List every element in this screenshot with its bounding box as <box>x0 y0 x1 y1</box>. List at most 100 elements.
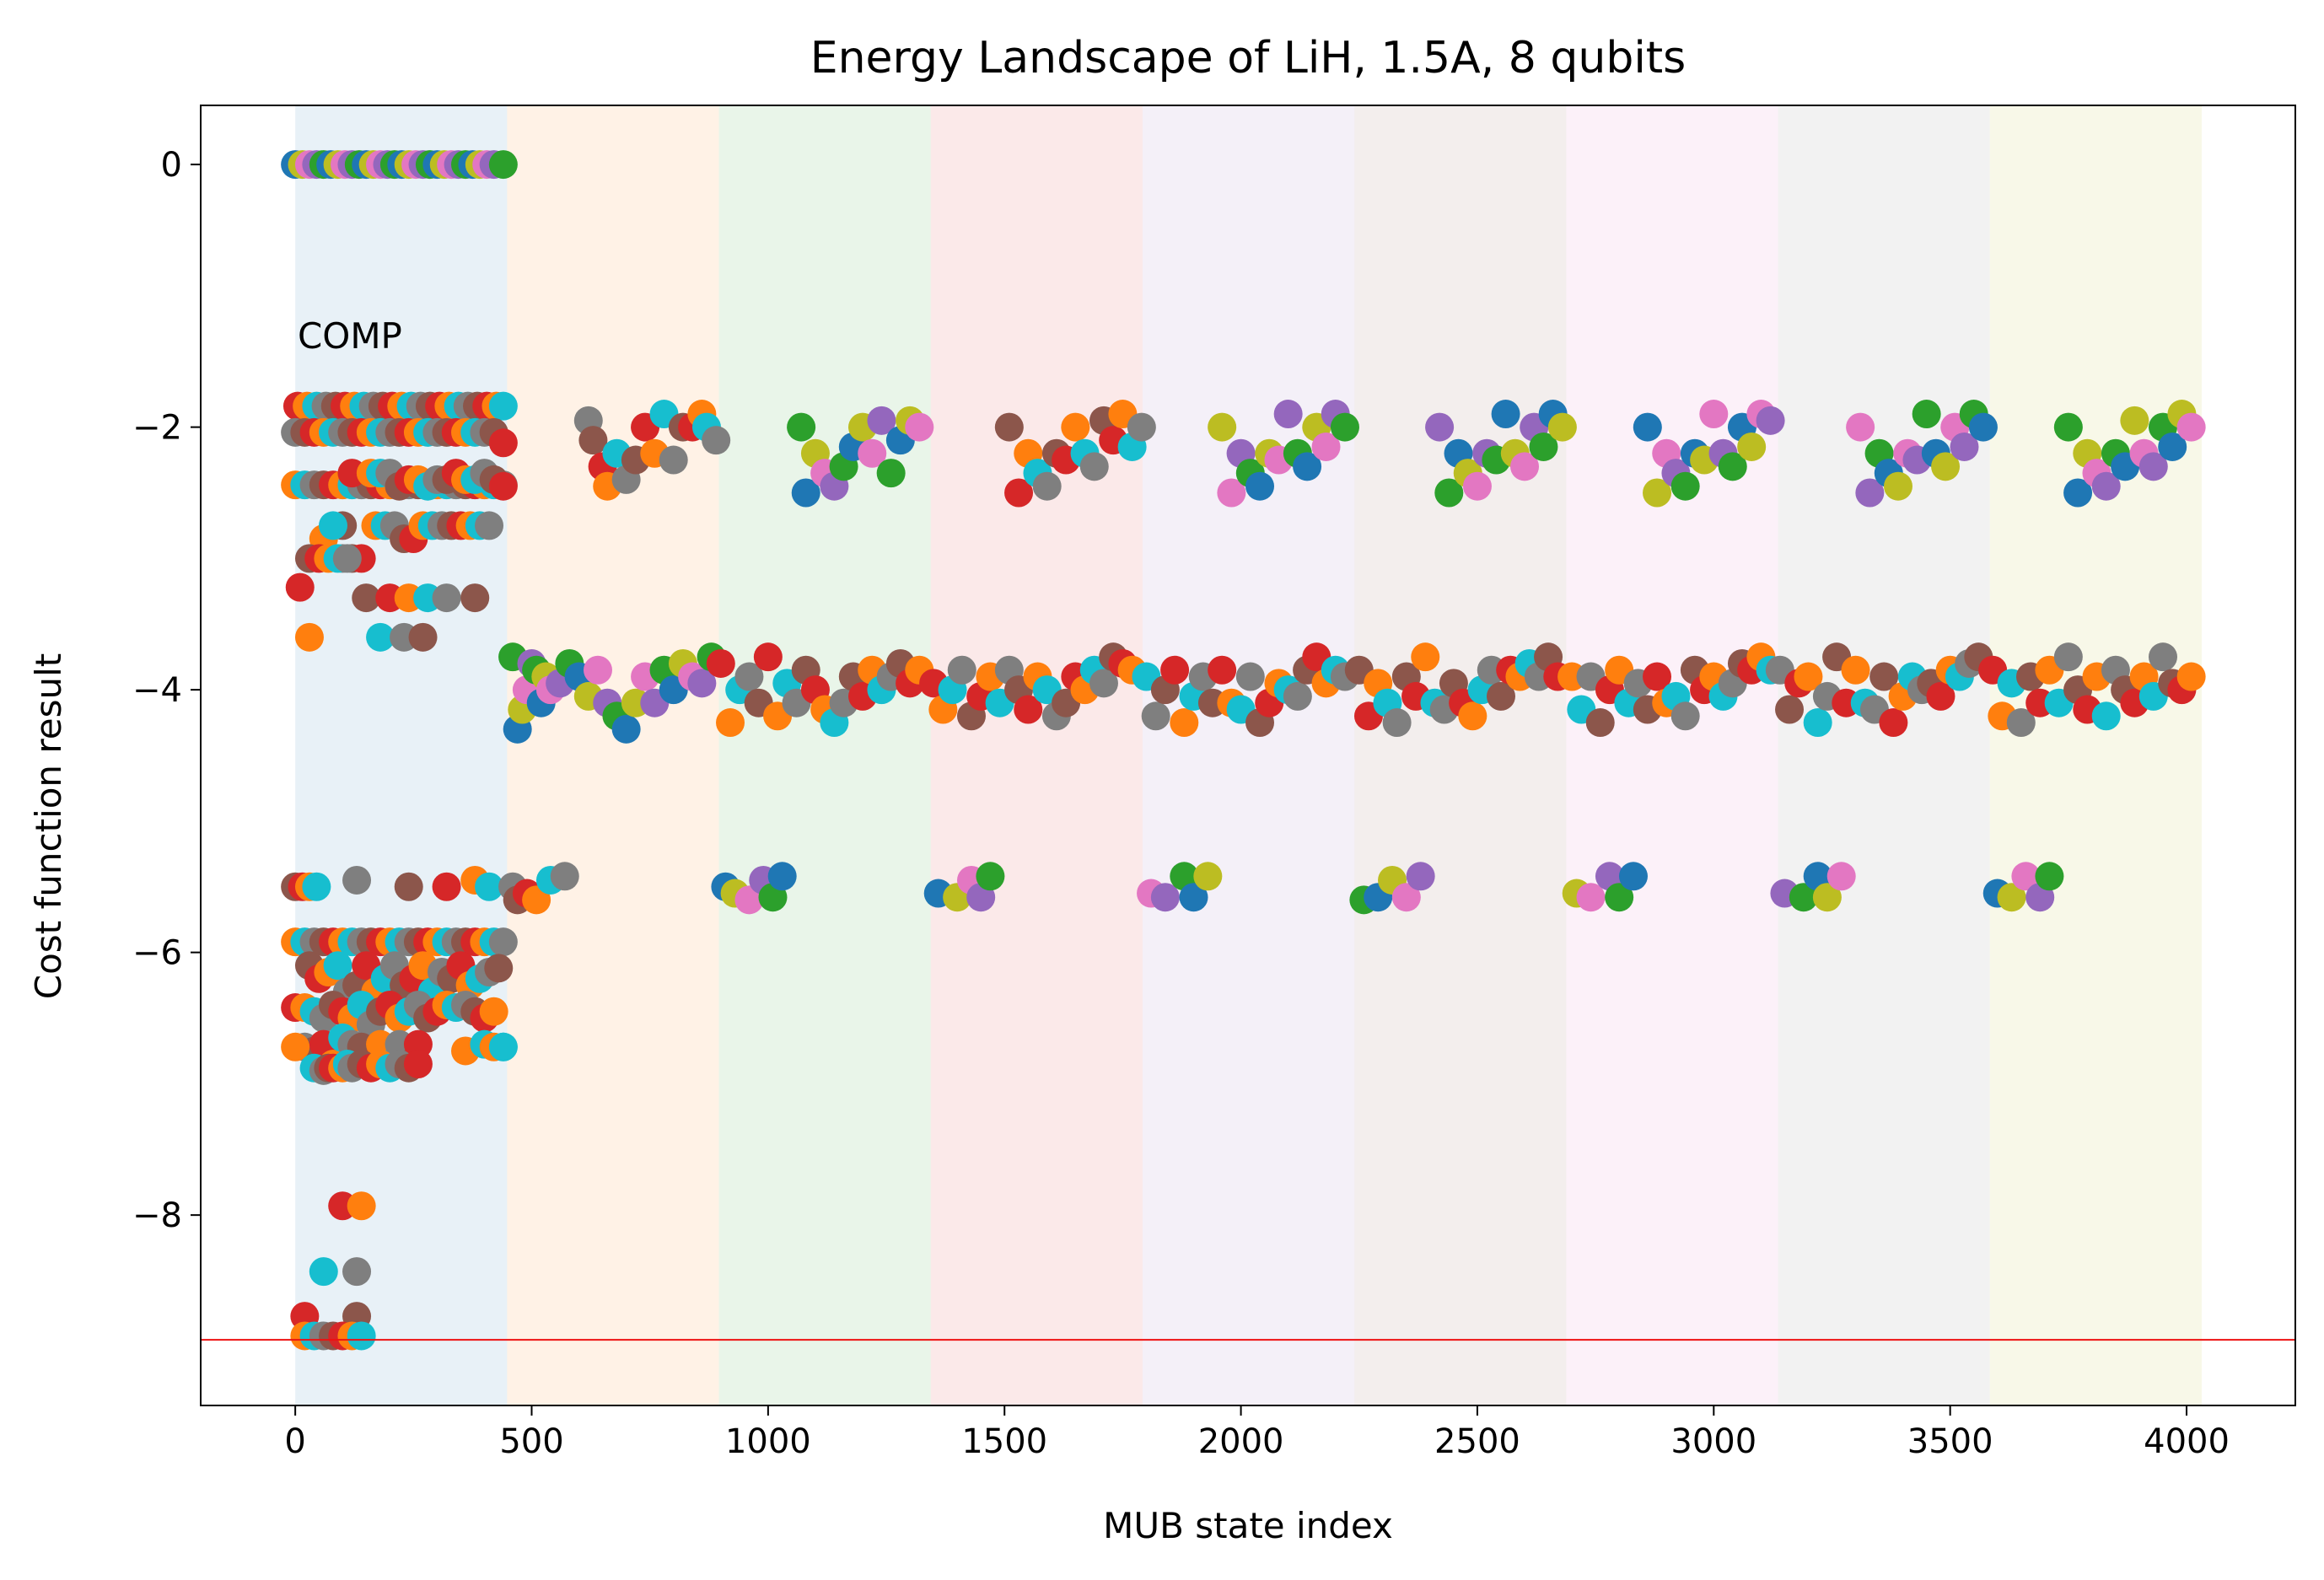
basis-band <box>1778 105 1990 1405</box>
data-point <box>1618 862 1648 891</box>
basis-band <box>930 105 1143 1405</box>
data-point <box>1458 701 1487 731</box>
y-tick-label: −6 <box>132 934 182 973</box>
scatter-series <box>787 406 934 508</box>
basis-band <box>1354 105 1567 1405</box>
x-tick-label: 2500 <box>1434 1422 1520 1461</box>
data-point <box>342 1257 372 1287</box>
x-tick-label: 500 <box>499 1422 563 1461</box>
data-point <box>2148 642 2177 672</box>
scatter-series <box>919 642 1147 731</box>
data-point <box>976 862 1005 891</box>
scatter-series <box>281 927 518 957</box>
data-point <box>1670 471 1700 501</box>
scatter-series <box>1770 862 1856 912</box>
data-point <box>2120 406 2149 435</box>
data-point <box>1529 432 1558 461</box>
data-point <box>858 438 887 468</box>
data-point <box>1382 708 1412 738</box>
scatter-series <box>1137 862 1223 912</box>
data-point <box>947 655 976 685</box>
scatter-series <box>1633 400 1785 508</box>
data-point <box>1643 478 1672 508</box>
data-point <box>488 150 518 180</box>
data-point <box>1912 400 1941 429</box>
data-point <box>488 428 518 458</box>
data-point <box>1670 701 1700 731</box>
data-point <box>1547 412 1577 442</box>
x-tick-label: 1000 <box>725 1422 811 1461</box>
basis-band <box>1142 105 1355 1405</box>
data-point <box>488 1032 518 1061</box>
data-point <box>876 459 906 488</box>
data-point <box>753 642 783 672</box>
data-point <box>1425 412 1455 442</box>
data-point <box>432 872 461 901</box>
data-point <box>1794 662 1823 691</box>
chart-title: Energy Landscape of LiH, 1.5A, 8 qubits <box>810 33 1687 83</box>
data-point <box>716 708 745 738</box>
data-points <box>281 150 2206 1351</box>
data-point <box>994 412 1024 442</box>
scatter-series <box>1978 642 2206 738</box>
data-point <box>702 426 731 455</box>
data-point <box>394 872 423 901</box>
data-point <box>767 862 797 891</box>
data-point <box>285 572 315 602</box>
data-point <box>1208 655 1237 685</box>
scatter-series <box>1557 642 1785 738</box>
data-point <box>1826 862 1856 891</box>
scatter-series <box>923 862 1005 912</box>
data-point <box>1775 695 1805 724</box>
data-point <box>1179 883 1208 912</box>
scatter-series <box>1208 400 1359 508</box>
basis-band <box>1566 105 1778 1405</box>
data-point <box>309 1257 338 1287</box>
data-point <box>687 669 717 698</box>
data-point <box>2176 412 2206 442</box>
data-point <box>479 997 508 1026</box>
data-point <box>1699 400 1729 429</box>
data-point <box>1434 478 1464 508</box>
data-point <box>1160 655 1190 685</box>
basis-band <box>295 105 508 1405</box>
data-point <box>659 445 688 475</box>
data-point <box>1605 883 1634 912</box>
scatter-series <box>711 862 797 915</box>
scatter-series <box>281 150 518 180</box>
scatter-series <box>285 459 518 652</box>
y-tick-label: −8 <box>132 1196 182 1235</box>
data-point <box>319 511 348 540</box>
data-point <box>1633 412 1662 442</box>
scatter-series <box>1425 400 1577 508</box>
data-point <box>1855 478 1885 508</box>
data-point <box>584 655 613 685</box>
data-point <box>408 622 438 652</box>
scatter-series <box>1765 642 1993 738</box>
y-axis-label: Cost function result <box>28 653 69 999</box>
data-point <box>1926 681 1955 711</box>
data-point <box>1193 862 1223 891</box>
x-tick-label: 3000 <box>1670 1422 1756 1461</box>
scatter-series <box>1982 862 2064 912</box>
data-point <box>1737 432 1767 461</box>
y-axis-ticks: 0 −2 −4 −6 −8 <box>132 146 201 1235</box>
data-point <box>1283 681 1312 711</box>
y-tick-label: −2 <box>132 409 182 448</box>
data-point <box>1879 708 1908 738</box>
data-point <box>1510 452 1540 481</box>
data-point <box>1061 412 1090 442</box>
data-point <box>1968 412 1998 442</box>
y-tick-label: −4 <box>132 671 182 710</box>
data-point <box>1462 471 1492 501</box>
data-point <box>1079 452 1109 481</box>
data-point <box>1803 708 1832 738</box>
data-point <box>1311 432 1341 461</box>
data-point <box>432 583 461 613</box>
data-point <box>1812 883 1842 912</box>
data-point <box>1950 432 1979 461</box>
data-point <box>1330 412 1359 442</box>
scatter-series <box>290 1191 376 1351</box>
x-tick-label: 2000 <box>1198 1422 1284 1461</box>
data-point <box>2091 701 2121 731</box>
